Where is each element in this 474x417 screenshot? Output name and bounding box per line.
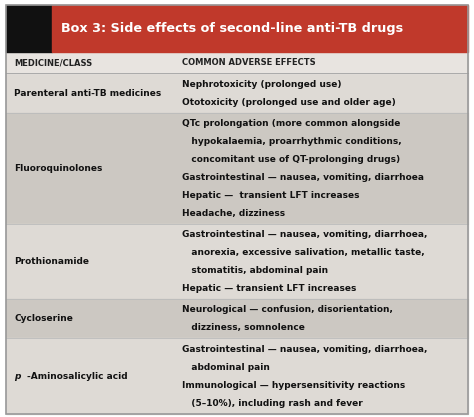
Text: (5–10%), including rash and fever: (5–10%), including rash and fever [182,399,363,407]
Bar [6,224,468,299]
Bar [6,113,468,224]
Text: Neurological — confusion, disorientation,: Neurological — confusion, disorientation… [182,305,392,314]
Text: Prothionamide: Prothionamide [14,257,89,266]
Text: Fluoroquinolones: Fluoroquinolones [14,164,102,173]
Text: COMMON ADVERSE EFFECTS: COMMON ADVERSE EFFECTS [182,58,315,67]
Bar [53,5,468,52]
Text: p: p [14,372,21,381]
Text: hypokalaemia, proarrhythmic conditions,: hypokalaemia, proarrhythmic conditions, [182,137,401,146]
Text: QTc prolongation (more common alongside: QTc prolongation (more common alongside [182,119,400,128]
Text: Headache, dizziness: Headache, dizziness [182,209,285,218]
Text: anorexia, excessive salivation, metallic taste,: anorexia, excessive salivation, metallic… [182,248,424,257]
Text: Ototoxicity (prolonged use and older age): Ototoxicity (prolonged use and older age… [182,98,395,106]
Text: -Aminosalicylic acid: -Aminosalicylic acid [27,372,128,381]
Text: Cycloserine: Cycloserine [14,314,73,323]
Bar [6,299,468,339]
Text: Gastrointestinal — nausea, vomiting, diarrhoea: Gastrointestinal — nausea, vomiting, dia… [182,173,424,182]
Text: Hepatic — transient LFT increases: Hepatic — transient LFT increases [182,284,356,293]
Bar [6,73,468,113]
Text: Gastrointestinal — nausea, vomiting, diarrhoea,: Gastrointestinal — nausea, vomiting, dia… [182,344,427,354]
Text: concomitant use of QT-prolonging drugs): concomitant use of QT-prolonging drugs) [182,155,400,164]
Bar [6,52,468,73]
Text: Parenteral anti-TB medicines: Parenteral anti-TB medicines [14,88,162,98]
Text: Box 3: Side effects of second-line anti-TB drugs: Box 3: Side effects of second-line anti-… [61,22,403,35]
Bar [6,5,53,52]
Text: stomatitis, abdominal pain: stomatitis, abdominal pain [182,266,328,275]
Text: MEDICINE/CLASS: MEDICINE/CLASS [14,58,92,67]
Bar [6,339,468,414]
Text: Hepatic —  transient LFT increases: Hepatic — transient LFT increases [182,191,359,200]
Text: Immunological — hypersensitivity reactions: Immunological — hypersensitivity reactio… [182,381,405,389]
Text: Nephrotoxicity (prolonged use): Nephrotoxicity (prolonged use) [182,80,341,88]
Text: Gastrointestinal — nausea, vomiting, diarrhoea,: Gastrointestinal — nausea, vomiting, dia… [182,230,427,239]
Text: dizziness, somnolence: dizziness, somnolence [182,323,305,332]
Text: abdominal pain: abdominal pain [182,362,270,372]
